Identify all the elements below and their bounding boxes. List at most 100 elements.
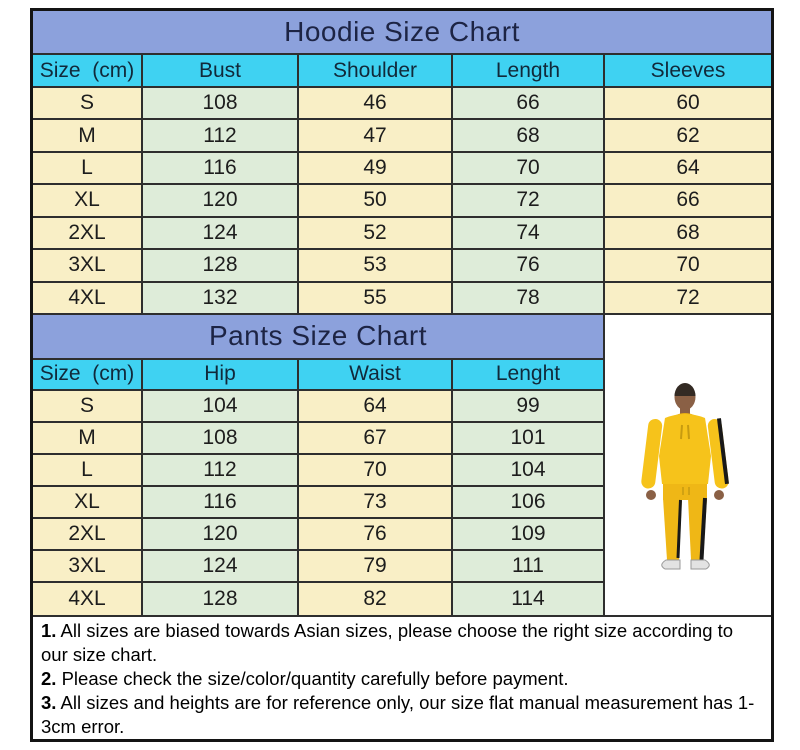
pants-table-row: M 108 67 101 (33, 422, 605, 455)
hoodie-shoulder-cell: 53 (299, 250, 453, 283)
pants-size-cell: 4XL (33, 582, 143, 615)
hoodie-table-row: M 112 47 68 62 (33, 120, 771, 153)
hoodie-size-cell: M (33, 120, 143, 153)
pants-size-cell: XL (33, 486, 143, 519)
pants-length-cell: 114 (453, 582, 605, 615)
hoodie-length-cell: 70 (453, 152, 605, 186)
pants-header-waist: Waist (299, 359, 453, 391)
hoodie-shoulder-cell: 47 (299, 120, 453, 153)
hoodie-sleeves-cell: 68 (605, 217, 771, 251)
hoodie-size-cell: 3XL (33, 250, 143, 283)
note-2-text: Please check the size/color/quantity car… (56, 667, 569, 689)
hoodie-table-row: XL 120 50 72 66 (33, 185, 771, 218)
hoodie-table-row: 3XL 128 53 76 70 (33, 250, 771, 283)
pants-hip-cell: 124 (143, 550, 299, 583)
hoodie-bust-cell: 120 (143, 185, 299, 218)
hoodie-table-row: 4XL 132 55 78 72 (33, 282, 771, 315)
hoodie-shoulder-cell: 49 (299, 152, 453, 186)
hoodie-shoulder-cell: 50 (299, 185, 453, 218)
hoodie-header-length: Length (453, 55, 605, 88)
hoodie-sleeves-cell: 66 (605, 185, 771, 218)
hoodie-bust-cell: 128 (143, 250, 299, 283)
pants-length-cell: 99 (453, 390, 605, 423)
pants-table-row: 2XL 120 76 109 (33, 518, 605, 551)
hoodie-shoulder-cell: 46 (299, 88, 453, 121)
pants-size-cell: 3XL (33, 550, 143, 583)
hoodie-bust-cell: 108 (143, 88, 299, 121)
pants-size-chart: Pants Size Chart Size (cm) Hip Waist Len… (33, 314, 605, 615)
pants-waist-cell: 64 (299, 390, 453, 423)
note-3-text: All sizes and heights are for reference … (41, 691, 755, 737)
note-1-number: 1. (41, 619, 57, 641)
pants-waist-cell: 76 (299, 518, 453, 551)
pants-header-length: Lenght (453, 359, 605, 391)
pants-hip-cell: 104 (143, 390, 299, 423)
hoodie-size-cell: L (33, 152, 143, 186)
pants-table-row: XL 116 73 106 (33, 486, 605, 519)
hoodie-table-row: S 108 46 66 60 (33, 88, 771, 121)
pants-length-cell: 104 (453, 454, 605, 487)
pants-header-hip: Hip (143, 359, 299, 391)
hoodie-bust-cell: 112 (143, 120, 299, 153)
hoodie-shoulder-cell: 55 (299, 282, 453, 315)
note-3: 3. All sizes and heights are for referen… (41, 691, 763, 739)
hoodie-header-sleeves: Sleeves (605, 55, 771, 88)
note-1: 1. All sizes are biased towards Asian si… (41, 619, 763, 667)
pants-hip-cell: 116 (143, 486, 299, 519)
hoodie-bust-cell: 116 (143, 152, 299, 186)
size-chart-sheet: Hoodie Size Chart Size (cm) Bust Shoulde… (30, 8, 774, 742)
hoodie-size-chart: Hoodie Size Chart Size (cm) Bust Shoulde… (33, 11, 771, 315)
hoodie-size-cell: S (33, 88, 143, 121)
hoodie-sleeves-cell: 72 (605, 282, 771, 315)
note-2-number: 2. (41, 667, 57, 689)
pants-waist-cell: 67 (299, 422, 453, 455)
pants-hip-cell: 120 (143, 518, 299, 551)
hoodie-table-row: L 116 49 70 64 (33, 152, 771, 186)
hoodie-chart-title: Hoodie Size Chart (33, 11, 771, 55)
hoodie-bust-cell: 132 (143, 282, 299, 315)
pants-length-cell: 109 (453, 518, 605, 551)
pants-size-cell: S (33, 390, 143, 423)
pants-hip-cell: 128 (143, 582, 299, 615)
pants-header-row: Size (cm) Hip Waist Lenght (33, 359, 605, 391)
hoodie-bust-cell: 124 (143, 217, 299, 251)
pants-size-cell: M (33, 422, 143, 455)
notes-box: 1. All sizes are biased towards Asian si… (33, 614, 771, 739)
hoodie-length-cell: 76 (453, 250, 605, 283)
pants-waist-cell: 73 (299, 486, 453, 519)
hoodie-size-cell: XL (33, 185, 143, 218)
pants-waist-cell: 70 (299, 454, 453, 487)
hoodie-sleeves-cell: 70 (605, 250, 771, 283)
pants-header-size: Size (cm) (33, 359, 143, 391)
pants-size-cell: 2XL (33, 518, 143, 551)
pants-waist-cell: 79 (299, 550, 453, 583)
hoodie-length-cell: 78 (453, 282, 605, 315)
hoodie-sleeves-cell: 64 (605, 152, 771, 186)
hoodie-sleeves-cell: 62 (605, 120, 771, 153)
hoodie-header-row: Size (cm) Bust Shoulder Length Sleeves (33, 55, 771, 88)
hoodie-length-cell: 72 (453, 185, 605, 218)
pants-section: Pants Size Chart Size (cm) Hip Waist Len… (33, 314, 771, 615)
tracksuit-figure-illustration (641, 382, 729, 570)
hoodie-length-cell: 68 (453, 120, 605, 153)
hoodie-length-cell: 66 (453, 88, 605, 121)
hoodie-header-size: Size (cm) (33, 55, 143, 88)
hoodie-table-row: 2XL 124 52 74 68 (33, 217, 771, 251)
note-2: 2. Please check the size/color/quantity … (41, 667, 763, 691)
pants-table-row: L 112 70 104 (33, 454, 605, 487)
hoodie-sleeves-cell: 60 (605, 88, 771, 121)
pants-length-cell: 106 (453, 486, 605, 519)
pants-waist-cell: 82 (299, 582, 453, 615)
pants-length-cell: 111 (453, 550, 605, 583)
hoodie-shoulder-cell: 52 (299, 217, 453, 251)
hoodie-header-shoulder: Shoulder (299, 55, 453, 88)
pants-table-row: 3XL 124 79 111 (33, 550, 605, 583)
pants-chart-title: Pants Size Chart (33, 314, 605, 360)
hoodie-header-bust: Bust (143, 55, 299, 88)
pants-table-row: 4XL 128 82 114 (33, 582, 605, 615)
pants-hip-cell: 108 (143, 422, 299, 455)
pants-length-cell: 101 (453, 422, 605, 455)
hoodie-length-cell: 74 (453, 217, 605, 251)
pants-hip-cell: 112 (143, 454, 299, 487)
